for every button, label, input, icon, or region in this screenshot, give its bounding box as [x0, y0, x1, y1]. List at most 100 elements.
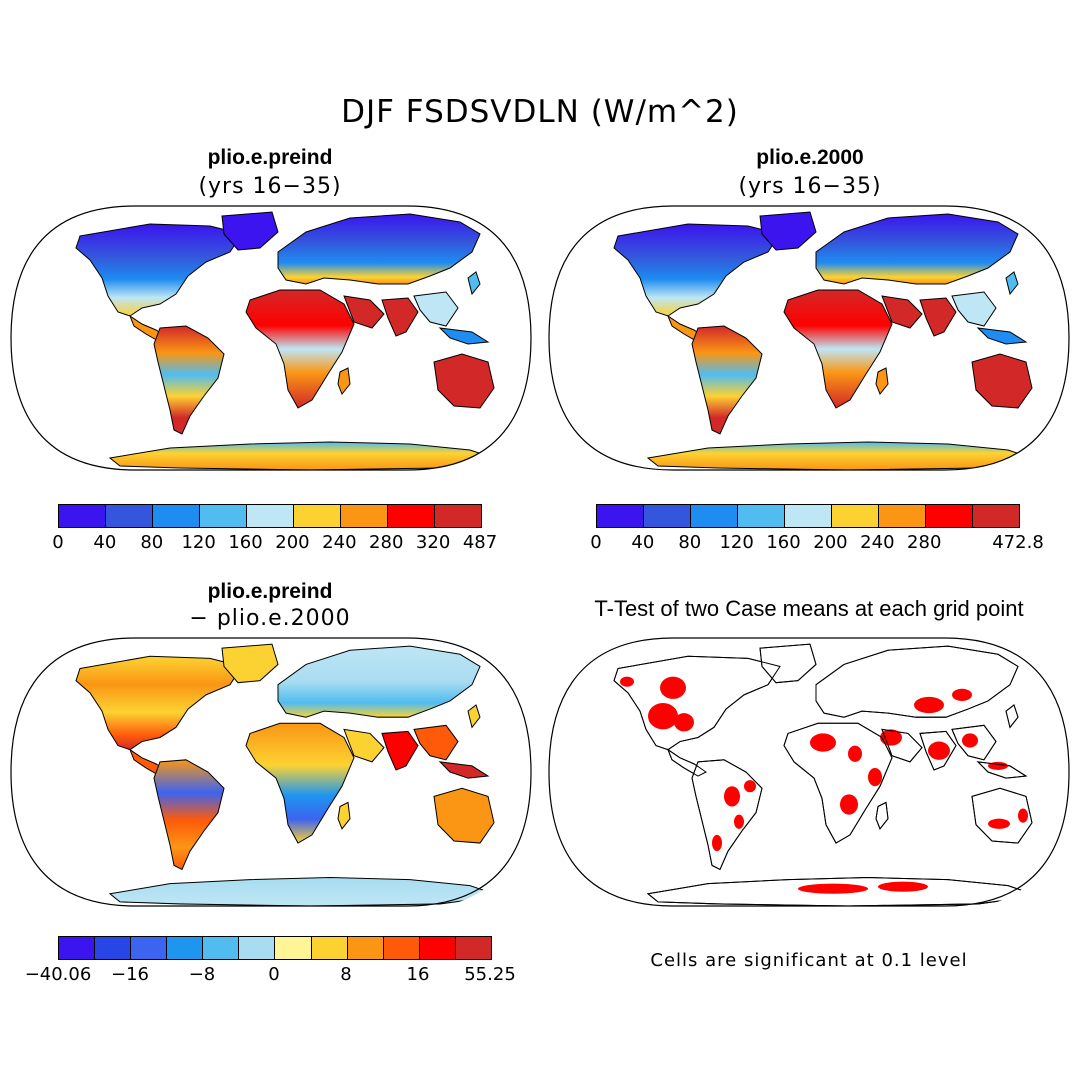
- landmass-japan: [1005, 271, 1019, 296]
- colorbar-tick-label: 0: [590, 532, 602, 553]
- colorbar-tick-label: 0: [52, 532, 64, 553]
- significant-region: [648, 702, 678, 730]
- colorbar-segment: [597, 505, 644, 527]
- significant-region: [880, 729, 902, 746]
- landmass-sa: [691, 325, 763, 435]
- coastline-aus: [971, 787, 1033, 844]
- landmass-japan: [467, 704, 481, 729]
- significant-region: [848, 745, 862, 762]
- colorbar-preind: [58, 504, 482, 528]
- colorbar-tick-label: 55.25: [464, 964, 516, 985]
- colorbar-tick-label: 160: [228, 532, 263, 553]
- coastline-arab: [881, 728, 923, 763]
- coastline-sa: [691, 759, 763, 871]
- landmass-madag: [337, 367, 351, 395]
- colorbar-tick-label: −40.06: [24, 964, 92, 985]
- significant-region: [620, 676, 634, 687]
- landmass-greenland: [759, 211, 817, 251]
- landmass-seasia: [413, 724, 459, 761]
- landmass-aus: [433, 787, 495, 844]
- colorbar-tick-label: 487: [462, 532, 498, 553]
- significant-region: [988, 818, 1010, 829]
- colorbar-segment: [153, 505, 200, 527]
- colorbar-2000: [596, 504, 1020, 528]
- panel-2000-subtitle: (yrs 16−35): [738, 174, 882, 199]
- map-outline: [10, 637, 532, 907]
- map-preind: [10, 205, 532, 471]
- colorbar-segment: [435, 505, 481, 527]
- map-outline: [548, 637, 1070, 907]
- colorbar-tick-label: 280: [907, 532, 942, 553]
- colorbar-segment: [973, 505, 1019, 527]
- coastline-indo: [976, 761, 1028, 779]
- significant-region: [1018, 808, 1028, 823]
- landmass-arab: [343, 295, 385, 329]
- colorbar-segment: [203, 937, 240, 959]
- coastline-india: [919, 730, 957, 771]
- significant-region: [724, 786, 740, 807]
- significant-region: [744, 780, 756, 793]
- figure-title: DJF FSDSVDLN (W/m^2): [341, 94, 739, 130]
- colorbar-tick-label: 120: [719, 532, 754, 553]
- landmass-arab: [881, 295, 923, 329]
- coastline-seasia: [951, 724, 997, 761]
- colorbar-segment: [926, 505, 973, 527]
- colorbar-segment: [59, 937, 96, 959]
- landmass-af: [245, 289, 355, 409]
- map-ttest: [548, 637, 1070, 907]
- colorbar-segment: [455, 937, 491, 959]
- map-outline: [10, 205, 532, 471]
- landmass-india: [381, 297, 419, 337]
- colorbar-tick-label: 200: [275, 532, 310, 553]
- landmass-sa: [153, 325, 225, 435]
- colorbar-tick-label: 80: [140, 532, 164, 553]
- colorbar-segment: [785, 505, 832, 527]
- landmass-greenland: [221, 643, 279, 684]
- panel-preind-title: plio.e.preind: [207, 146, 333, 169]
- colorbar-tick-label: 472.8: [992, 532, 1044, 553]
- colorbar-segment: [95, 937, 132, 959]
- colorbar-tick-label: 320: [415, 532, 451, 553]
- colorbar-tick-label: 8: [340, 964, 352, 985]
- colorbar-segment: [247, 505, 294, 527]
- panel-ttest-title: T-Test of two Case means at each grid po…: [594, 596, 1024, 621]
- coastline-greenland: [759, 643, 817, 684]
- landmass-af: [245, 722, 355, 844]
- colorbar-segment: [388, 505, 435, 527]
- significant-region: [840, 794, 858, 815]
- colorbar-segment: [347, 937, 384, 959]
- colorbar-segment: [311, 937, 348, 959]
- colorbar-segment: [275, 937, 312, 959]
- colorbar-tick-label: −8: [188, 964, 216, 985]
- map-outline: [548, 205, 1070, 471]
- landmass-india: [919, 297, 957, 337]
- colorbar-segment: [419, 937, 456, 959]
- significant-region: [878, 881, 928, 892]
- significance-note: Cells are significant at 0.1 level: [650, 950, 968, 971]
- landmass-eur: [277, 213, 481, 285]
- significant-region: [712, 834, 722, 852]
- panel-diff-subtitle: − plio.e.2000: [189, 606, 351, 631]
- colorbar-tick-label: 120: [181, 532, 216, 553]
- colorbar-segment: [200, 505, 247, 527]
- coastline-madag: [875, 801, 889, 830]
- panel-2000-title: plio.e.2000: [756, 146, 864, 169]
- significant-region: [962, 733, 978, 748]
- colorbar-segment: [239, 937, 276, 959]
- colorbar-tick-label: 200: [813, 532, 848, 553]
- colorbar-segment: [294, 505, 341, 527]
- colorbar-segment: [383, 937, 420, 959]
- colorbar-tick-label: 160: [766, 532, 801, 553]
- coastline-eur: [815, 645, 1019, 718]
- colorbar-preind-labels: 0 40 80 120 160 200 240 280 320 487: [52, 532, 497, 556]
- landmass-aus: [433, 353, 495, 409]
- map-diff: [10, 637, 532, 907]
- landmass-sa: [153, 759, 225, 871]
- landmass-arab: [343, 728, 385, 763]
- panel-diff-title: plio.e.preind: [207, 580, 333, 603]
- landmass-eur: [815, 213, 1019, 285]
- colorbar-tick-label: 240: [860, 532, 895, 553]
- colorbar-tick-label: −16: [111, 964, 149, 985]
- panel-preind-subtitle: (yrs 16−35): [198, 174, 342, 199]
- significant-region: [868, 767, 882, 787]
